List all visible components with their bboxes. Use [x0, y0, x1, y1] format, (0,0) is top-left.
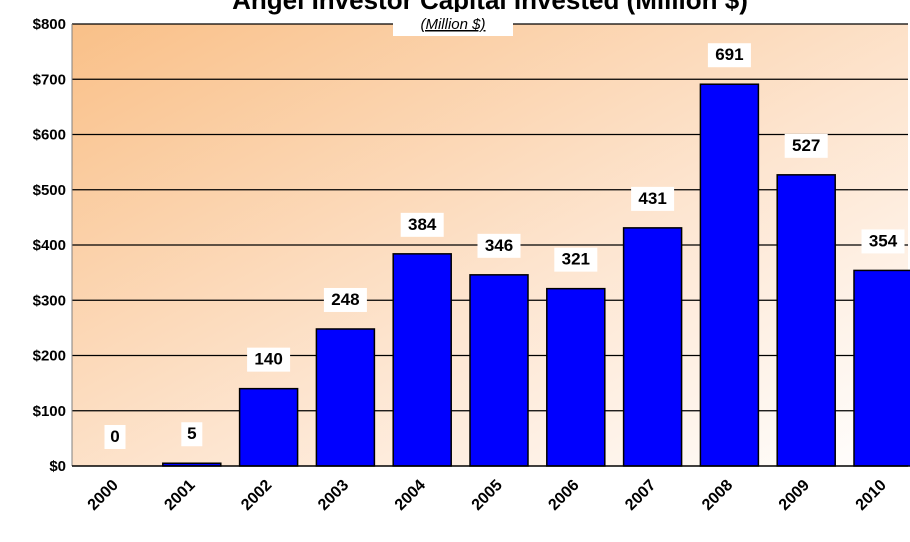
y-tick-label: $300	[33, 292, 66, 309]
data-label-background	[181, 422, 203, 447]
data-label: 321	[562, 250, 590, 269]
data-label: 5	[187, 424, 196, 443]
x-tick-label: 2003	[315, 477, 352, 514]
data-label: 691	[715, 45, 743, 64]
x-tick-label: 2007	[622, 477, 659, 514]
x-tick-label: 2008	[699, 477, 736, 514]
data-label: 354	[869, 231, 898, 250]
y-tick-label: $400	[33, 237, 66, 254]
data-label-background	[784, 133, 828, 158]
bar	[776, 174, 836, 467]
y-tick-label: $200	[33, 348, 66, 365]
y-tick-label: $0	[49, 458, 66, 475]
y-axis-ticks: $0 $100 $200 $300 $400 $500 $600 $700 $800	[33, 16, 66, 475]
y-tick-label: $100	[33, 403, 66, 420]
bars	[162, 83, 910, 467]
chart-title: Angel Investor Capital Invested (Million…	[232, 0, 748, 15]
data-label-background	[477, 233, 521, 258]
x-tick-label: 2010	[853, 477, 890, 514]
data-label-background	[247, 347, 291, 372]
x-tick-label: 2006	[545, 477, 582, 514]
x-tick-label: 2004	[392, 477, 429, 514]
bar	[622, 227, 683, 467]
bar	[315, 328, 376, 467]
data-labels: 0 5 140 248 384 346 321 431 691 527 354	[104, 43, 905, 449]
bar	[238, 387, 299, 467]
data-label-background	[631, 186, 675, 211]
data-label-background	[861, 229, 905, 254]
data-label: 527	[792, 136, 820, 155]
chart-subtitle: (Million $)	[420, 16, 485, 33]
data-label: 431	[638, 189, 666, 208]
data-label: 248	[331, 290, 359, 309]
data-label-background	[400, 212, 444, 237]
bar	[546, 287, 606, 467]
x-tick-label: 2009	[776, 477, 813, 514]
y-tick-label: $600	[33, 127, 66, 144]
x-axis-ticks: 2000 2001 2002 2003 2004 2005 2006 2007 2008 2009…	[85, 477, 890, 514]
data-label-background	[104, 425, 126, 449]
data-label: 0	[110, 427, 119, 446]
y-tick-label: $700	[33, 71, 66, 88]
data-label-background	[707, 43, 751, 68]
subtitle-background	[393, 12, 513, 36]
data-label: 346	[485, 236, 513, 255]
y-tick-label: $500	[33, 182, 66, 199]
bar	[469, 274, 529, 467]
bar	[392, 253, 452, 467]
data-label: 140	[254, 350, 282, 369]
bar	[853, 269, 910, 467]
x-tick-label: 2005	[469, 477, 506, 514]
data-label-background	[323, 287, 367, 312]
y-tick-label: $800	[33, 16, 66, 33]
x-tick-label: 2000	[85, 477, 122, 514]
x-tick-label: 2001	[161, 477, 198, 514]
data-label: 384	[408, 215, 437, 234]
x-tick-label: 2002	[238, 477, 275, 514]
bar	[699, 83, 760, 467]
data-label-background	[554, 247, 598, 272]
